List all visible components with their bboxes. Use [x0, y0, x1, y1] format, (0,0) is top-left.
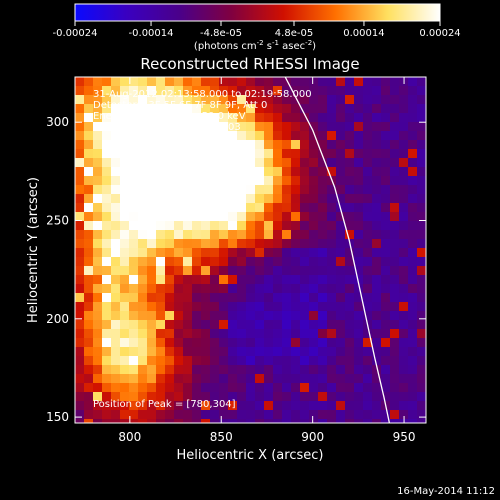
annotation-detectors: Detectors: 3F 5F 6F 7F 8F 9F, Att 0 — [93, 100, 267, 111]
colorbar-tick-label: 0.00024 — [419, 28, 460, 39]
axis-ticks: 800 850 900 950 150 200 250 300 — [46, 77, 426, 444]
colorbar-ticks: -0.00024 -0.00014 -4.8e-05 4.8e-05 0.00014 0.… — [53, 21, 461, 39]
y-tick-label: 200 — [46, 312, 69, 326]
plot-frame — [74, 76, 427, 424]
annotation-peak: Position of Peak = [780,304] — [93, 399, 236, 410]
y-tick-label: 300 — [46, 115, 69, 129]
x-tick-label: 800 — [118, 430, 141, 444]
x-tick-label: 950 — [393, 430, 416, 444]
y-tick-label: 150 — [46, 410, 69, 424]
annotation-energy: Energy Range: 25.0 - 50.0 keV — [93, 111, 246, 122]
colorbar-units: (photons cm-2 s-1 asec-2) — [194, 39, 316, 52]
colorbar-tick-label: 4.8e-05 — [275, 28, 313, 39]
colorbar-tick-label: -0.00024 — [53, 28, 98, 39]
x-tick-label: 900 — [301, 430, 324, 444]
solar-limb-curve — [284, 77, 391, 423]
x-tick-label: 850 — [210, 430, 233, 444]
annotation-time: 31-Aug-2012 02:13:58.000 to 02:19:58.000 — [93, 89, 312, 100]
footer-date: 16-May-2014 11:12 — [397, 486, 495, 497]
colorbar — [74, 3, 441, 22]
x-axis-label: Heliocentric X (arcsec) — [177, 448, 324, 463]
y-tick-label: 250 — [46, 214, 69, 228]
annotation-block: 31-Aug-2012 02:13:58.000 to 02:19:58.000… — [93, 89, 312, 133]
colorbar-tick-label: -0.00014 — [129, 28, 174, 39]
colorbar-tick-label: -4.8e-05 — [200, 28, 242, 39]
chart-title: Reconstructed RHESSI Image — [140, 55, 359, 73]
colorbar-tick-label: 0.00014 — [343, 28, 384, 39]
y-axis-label: Heliocentric Y (arcsec) — [26, 177, 41, 323]
annotation-method: Clean Total counts: 9.70E+03 — [93, 122, 241, 133]
